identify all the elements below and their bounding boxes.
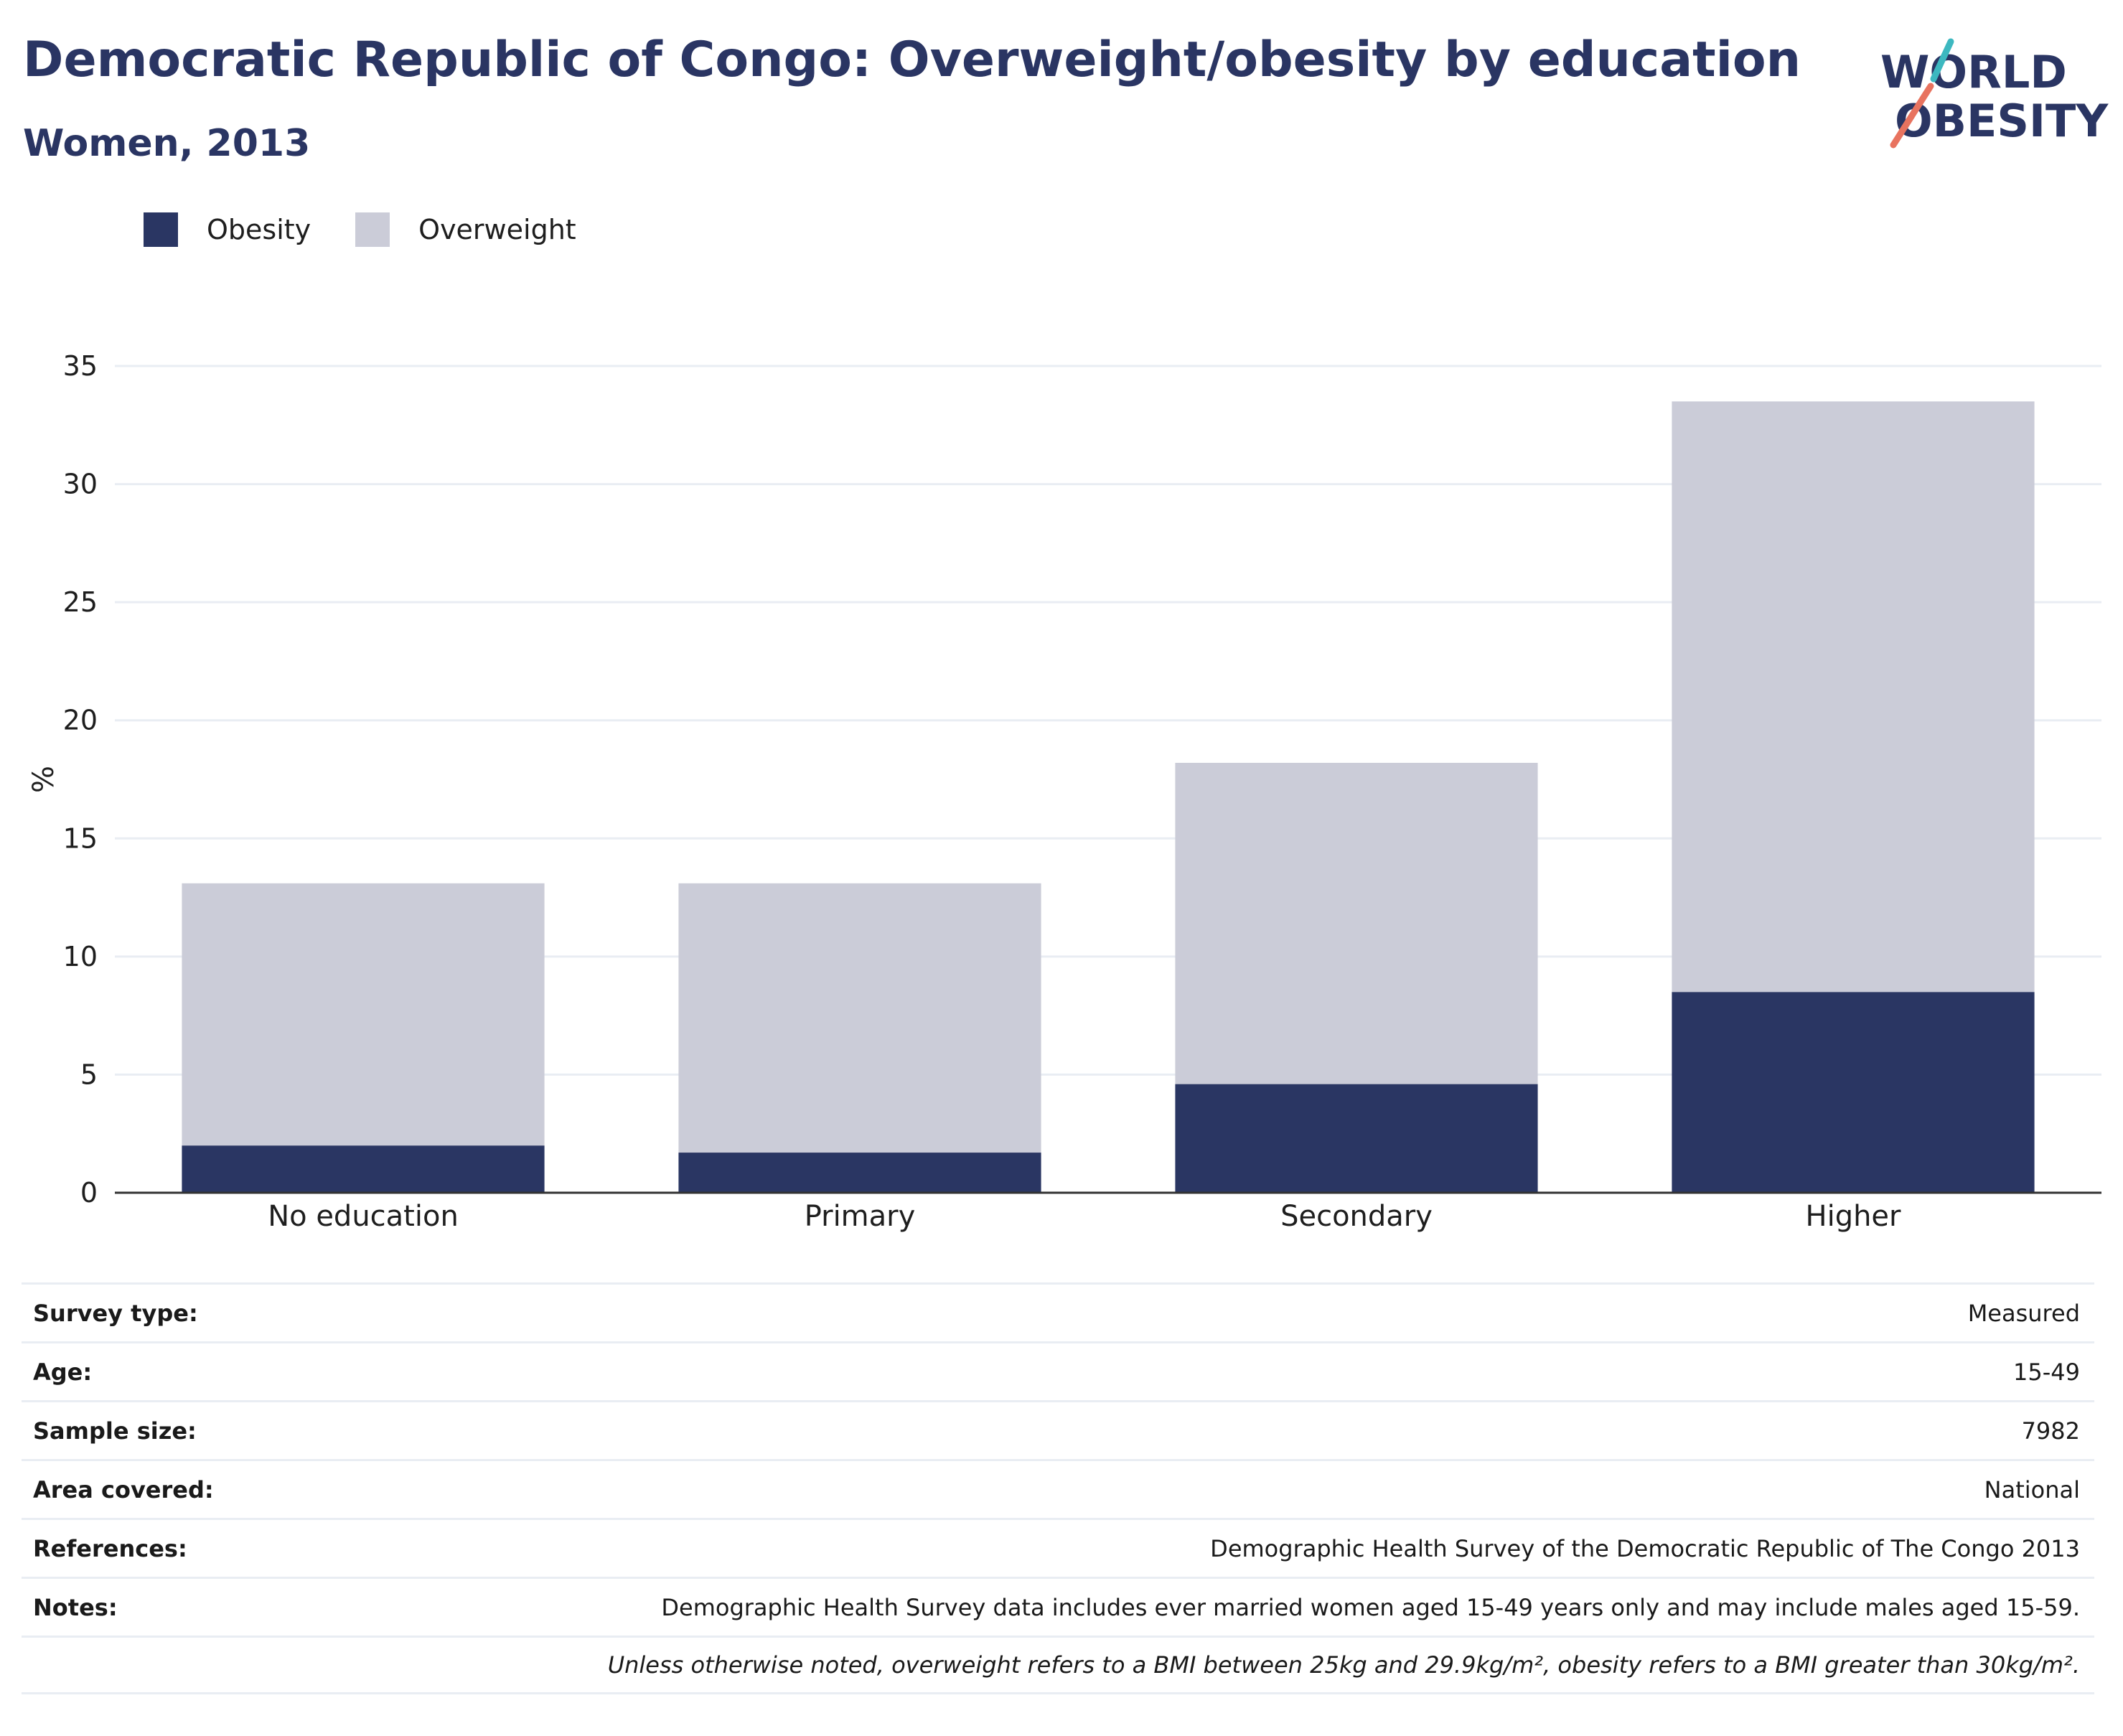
bar-overweight-no-education: [182, 883, 545, 1146]
legend-item-obesity[interactable]: Obesity: [144, 212, 311, 247]
info-value: National: [1984, 1475, 2080, 1503]
x-tick-label: Secondary: [1280, 1200, 1433, 1233]
info-value: Demographic Health Survey data includes …: [661, 1593, 2080, 1621]
info-key: Age:: [33, 1358, 93, 1386]
y-tick-label: 5: [80, 1059, 98, 1090]
bar-overweight-higher: [1672, 401, 2035, 993]
footnote-text: Unless otherwise noted, overweight refer…: [607, 1651, 2080, 1679]
legend-swatch-overweight: [355, 212, 390, 247]
info-row-footnote: Unless otherwise noted, overweight refer…: [22, 1636, 2094, 1694]
info-value: 15-49: [2013, 1358, 2080, 1386]
info-key: Area covered:: [33, 1475, 214, 1503]
logo-line2: OBESITY: [1895, 95, 2109, 147]
x-tick-label: No education: [268, 1200, 459, 1233]
info-key: Notes:: [33, 1593, 118, 1621]
y-tick-label: 15: [63, 822, 98, 854]
info-row-sample-size: Sample size: 7982: [22, 1400, 2094, 1459]
info-value: Measured: [1967, 1299, 2080, 1327]
y-tick-label: 10: [63, 941, 98, 972]
world-obesity-logo: WORLD OBESITY: [1880, 38, 2109, 149]
survey-info-table: Survey type: Measured Age: 15-49 Sample …: [22, 1282, 2094, 1694]
info-value: 7982: [2021, 1417, 2080, 1445]
info-row-references: References: Demographic Health Survey of…: [22, 1518, 2094, 1577]
info-row-notes: Notes: Demographic Health Survey data in…: [22, 1577, 2094, 1636]
info-row-age: Age: 15-49: [22, 1341, 2094, 1400]
y-tick-label: 35: [63, 350, 98, 382]
y-tick-label: 20: [63, 705, 98, 736]
info-key: Survey type:: [33, 1299, 198, 1327]
bar-overweight-primary: [678, 883, 1041, 1153]
logo-line1: WORLD: [1880, 46, 2067, 98]
x-tick-label: Higher: [1806, 1200, 1902, 1233]
bar-obesity-higher: [1672, 992, 2035, 1193]
info-value: Demographic Health Survey of the Democra…: [1210, 1534, 2080, 1562]
y-tick-label: 25: [63, 586, 98, 618]
logo-coral-slash: [1890, 83, 1934, 149]
legend-label-overweight: Overweight: [418, 214, 576, 245]
legend-item-overweight[interactable]: Overweight: [355, 212, 576, 247]
bar-obesity-secondary: [1175, 1084, 1538, 1193]
chart-legend: Obesity Overweight: [144, 212, 621, 247]
bar-obesity-primary: [678, 1153, 1041, 1193]
chart-subtitle: Women, 2013: [23, 122, 311, 165]
chart-title: Democratic Republic of Congo: Overweight…: [23, 32, 1801, 88]
x-tick-label: Primary: [805, 1200, 916, 1233]
logo-teal-slash: [1930, 38, 1954, 83]
y-axis-label: %: [27, 766, 60, 793]
bar-overweight-secondary: [1175, 762, 1538, 1084]
info-key: Sample size:: [33, 1417, 197, 1445]
legend-swatch-obesity: [144, 212, 178, 247]
y-tick-label: 0: [80, 1177, 98, 1209]
bar-chart: 0 5 10 15 20 25 30 35% No education Primary Second…: [27, 350, 2101, 1233]
info-row-area: Area covered: National: [22, 1459, 2094, 1518]
bar-obesity-no-education: [182, 1145, 545, 1193]
info-key: References:: [33, 1534, 187, 1562]
info-row-survey-type: Survey type: Measured: [22, 1282, 2094, 1341]
legend-label-obesity: Obesity: [207, 214, 311, 245]
y-tick-label: 30: [63, 469, 98, 500]
